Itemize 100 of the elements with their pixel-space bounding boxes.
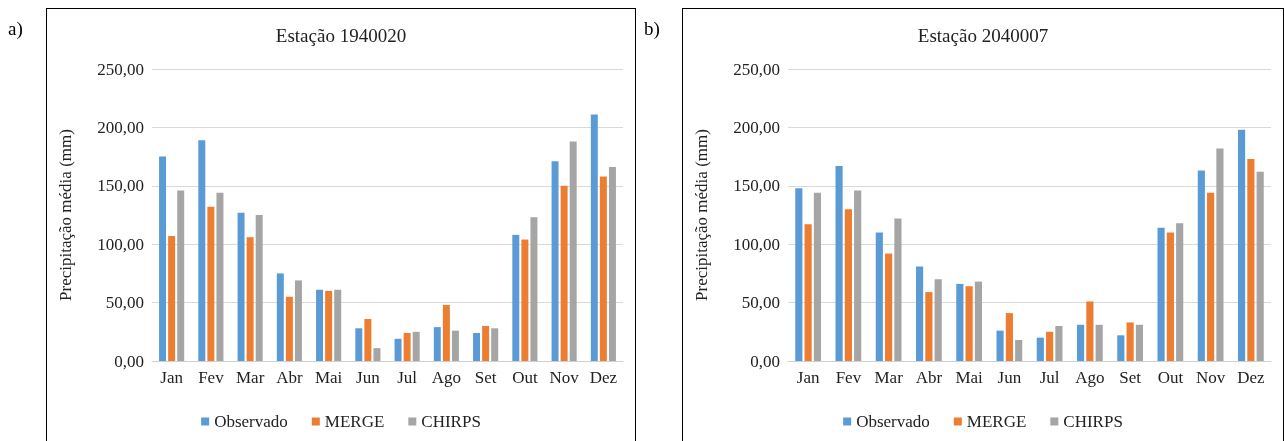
x-tick-label: Jan: [796, 368, 820, 387]
y-tick-label: 100,00: [733, 234, 780, 254]
x-tick-label: Mai: [314, 368, 343, 387]
bar: [521, 239, 529, 361]
x-tick-label: Mar: [874, 368, 904, 387]
bar: [1216, 148, 1224, 361]
bar: [1197, 170, 1205, 361]
bar: [813, 192, 822, 361]
bar: [394, 338, 402, 361]
x-tick-label: Mar: [235, 368, 265, 387]
x-tick-label: Dez: [1237, 368, 1266, 387]
bar: [1166, 232, 1174, 361]
legend-label: CHIRPS: [1063, 412, 1123, 431]
bar: [894, 218, 902, 361]
x-tick-label: Ago: [431, 368, 462, 387]
bar: [925, 292, 933, 361]
bar: [412, 331, 420, 361]
y-tick-label: 150,00: [733, 176, 780, 196]
x-tick-label: Dez: [589, 368, 618, 387]
bar: [364, 318, 372, 361]
y-tick-label: 250,00: [733, 59, 780, 79]
bar: [875, 232, 883, 361]
x-tick-label: Set: [474, 368, 497, 387]
bar: [1247, 158, 1255, 361]
bar: [1015, 339, 1023, 361]
bar: [325, 290, 333, 361]
x-tick-label: Jul: [1039, 368, 1060, 387]
bar: [1117, 335, 1125, 361]
x-tick-label: Out: [512, 368, 538, 387]
legend-label: CHIRPS: [421, 412, 481, 431]
bar: [854, 190, 862, 361]
bar: [560, 185, 568, 361]
x-tick-label: Fev: [198, 368, 225, 387]
y-tick-label: 200,00: [97, 117, 144, 137]
x-tick-label: Abr: [915, 368, 943, 387]
bar: [1036, 337, 1044, 361]
bar: [482, 325, 490, 361]
bar: [451, 330, 459, 361]
bar: [491, 328, 499, 361]
y-tick-label: 50,00: [105, 293, 144, 313]
y-tick-label: 200,00: [733, 117, 780, 137]
bar: [1135, 324, 1144, 361]
y-tick-label: 0,00: [750, 351, 780, 371]
bar: [1086, 301, 1094, 361]
bar: [835, 165, 843, 361]
bar: [569, 141, 577, 361]
bar: [885, 253, 893, 361]
bar: [1176, 223, 1184, 361]
bar: [1095, 324, 1103, 361]
bar: [216, 192, 224, 361]
y-tick-label: 150,00: [97, 176, 144, 196]
y-tick-label: 100,00: [97, 234, 144, 254]
text: b): [644, 18, 660, 40]
bar: [1005, 313, 1013, 361]
bar: [1256, 171, 1264, 361]
y-tick-label: 50,00: [741, 293, 780, 313]
bar: [1126, 322, 1134, 361]
bar: [207, 206, 215, 361]
bar: [956, 283, 964, 361]
bar: [965, 286, 973, 361]
bar: [844, 209, 852, 361]
bar: [403, 332, 411, 361]
bar: [1055, 325, 1063, 361]
bar: [373, 348, 381, 361]
legend-label: MERGE: [324, 412, 385, 431]
bar: [916, 266, 924, 361]
bar: [316, 289, 324, 361]
y-tick-label: 0,00: [114, 351, 144, 371]
y-axis-title: Precipitação média (mm): [692, 129, 711, 301]
bar: [590, 114, 598, 361]
legend-label: Observado: [856, 412, 930, 431]
chart-title: Estação 1940020: [275, 25, 407, 46]
legend-label: MERGE: [966, 412, 1027, 431]
y-axis-title: Precipitação média (mm): [56, 129, 75, 301]
x-tick-label: Jan: [160, 368, 184, 387]
y-tick-label: 250,00: [97, 59, 144, 79]
chart-title: Estação 2040007: [917, 25, 1049, 46]
bar: [285, 296, 293, 361]
x-tick-label: Jul: [397, 368, 418, 387]
x-tick-label: Out: [1157, 368, 1184, 387]
x-tick-label: Nov: [1195, 368, 1226, 387]
bar: [276, 273, 284, 361]
bar: [1237, 129, 1246, 361]
bar: [1046, 331, 1054, 361]
bar: [1207, 192, 1215, 361]
bar: [255, 215, 263, 361]
bar: [1076, 324, 1085, 361]
x-tick-label: Ago: [1075, 368, 1105, 387]
bar: [177, 190, 185, 361]
bar: [355, 328, 363, 361]
bar: [996, 330, 1004, 361]
bar: [795, 188, 803, 361]
bar: [512, 234, 520, 361]
x-tick-label: Abr: [276, 368, 303, 387]
bar: [804, 224, 812, 361]
x-tick-label: Jun: [356, 368, 381, 387]
text: a): [8, 18, 23, 40]
bar: [473, 332, 481, 361]
bar: [334, 289, 342, 361]
bar: [974, 281, 983, 361]
